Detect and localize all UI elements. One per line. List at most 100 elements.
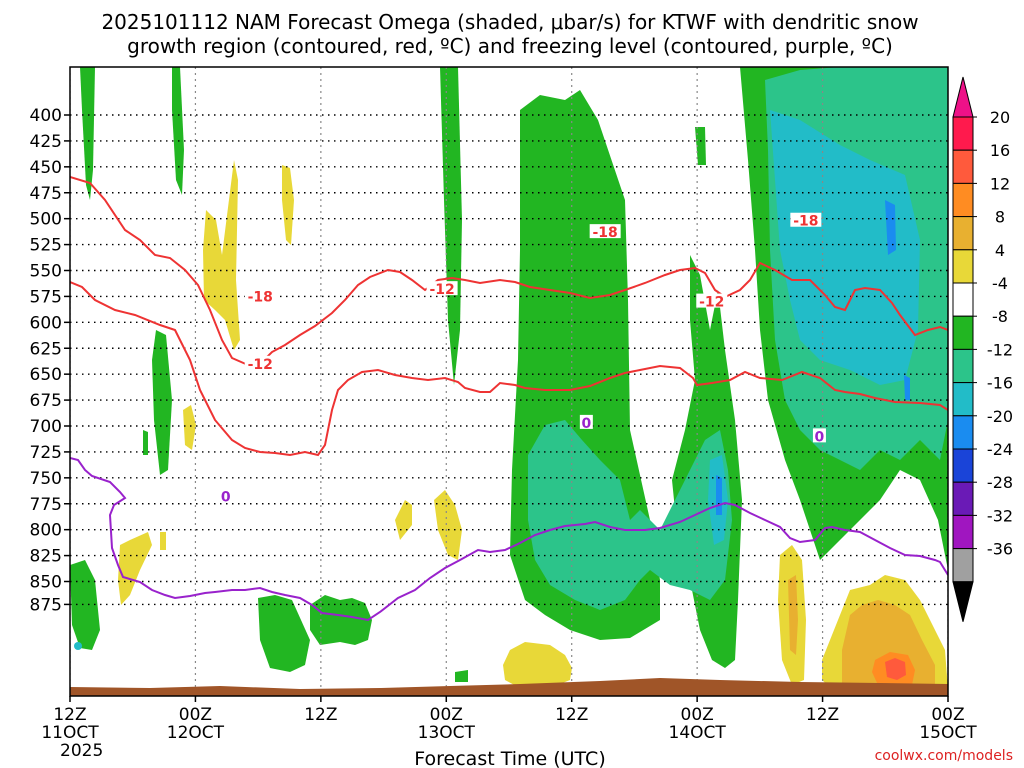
y-tick-label: 875	[30, 595, 62, 615]
x-tick-label: 12Z	[555, 705, 588, 725]
contour-label-bg	[790, 212, 822, 227]
omega-area-yellow	[183, 405, 196, 450]
omega-area-red-orange	[885, 658, 906, 680]
y-tick-label: 525	[30, 236, 62, 256]
colorbar-swatch	[952, 348, 974, 384]
omega-area-cyan	[770, 110, 920, 385]
x-tick-label: 12Z	[53, 705, 86, 725]
omega-area-green	[172, 67, 184, 195]
colorbar-swatch	[952, 216, 974, 251]
omega-area-green	[695, 127, 706, 165]
colorbar-swatch	[952, 382, 974, 417]
colorbar-swatch	[952, 116, 974, 151]
contour-label: -18	[593, 225, 618, 241]
colorbar-label: -16	[987, 374, 1013, 393]
grid	[70, 67, 948, 696]
y-tick-label: 475	[30, 184, 62, 204]
contour-label: -18	[248, 289, 273, 305]
colorbar-swatch	[952, 182, 974, 218]
contour-label-bg	[579, 414, 593, 429]
colorbar-label: -4	[992, 274, 1008, 293]
omega-area-yellow	[503, 642, 572, 688]
omega-area-green	[455, 670, 468, 682]
contour-labels: -18 -12 -12 -18 -12 -18 0 0 0	[219, 212, 826, 505]
colorbar-swatch	[952, 548, 974, 583]
x-tick-label: 00Z	[931, 705, 964, 725]
y-tick-label: 600	[30, 313, 62, 333]
credit-text: coolwx.com/models	[875, 748, 1013, 764]
contour-minus18-line	[70, 176, 948, 367]
omega-area-blue	[716, 475, 722, 515]
omega-area-green	[70, 560, 100, 650]
contour-label-bg	[244, 288, 276, 303]
colorbar-label: 4	[995, 241, 1005, 260]
omega-area-green	[143, 430, 148, 455]
colorbar-swatch	[952, 415, 974, 450]
contour-label-bg	[696, 293, 728, 308]
contour-label-bg	[812, 428, 826, 443]
contour-label: -12	[699, 295, 724, 311]
omega-area-teal	[528, 420, 732, 610]
colorbar-swatch	[952, 249, 974, 284]
y-tick-label: 575	[30, 287, 62, 307]
freezing-contours	[70, 457, 948, 622]
y-tick-label: 650	[30, 365, 62, 385]
colorbar-swatch	[952, 315, 974, 350]
dgz-contours	[70, 176, 948, 457]
y-tick-label: 800	[30, 521, 62, 541]
y-tick-label: 400	[30, 106, 62, 126]
chart-title-line1: 2025101112 NAM Forecast Omega (shaded, μ…	[101, 10, 918, 34]
contour-label-bg	[589, 224, 621, 239]
colorbar-label: 12	[990, 174, 1010, 193]
contour-minus12-line	[70, 281, 948, 457]
x-axis-label: Forecast Time (UTC)	[414, 748, 605, 768]
x-tick-date: 15OCT	[919, 723, 977, 743]
y-tick-label: 725	[30, 443, 62, 463]
y-tick-label: 775	[30, 495, 62, 515]
omega-area-green	[258, 595, 310, 672]
contour-label: -12	[429, 282, 454, 298]
colorbar-swatch	[952, 514, 974, 550]
colorbar-label: -20	[987, 407, 1013, 426]
colorbar-swatch	[952, 481, 974, 516]
x-tick-year: 2025	[60, 741, 103, 761]
contour-label: 0	[815, 429, 825, 445]
plot-frame	[69, 66, 949, 697]
x-tick-date: 13OCT	[418, 723, 476, 743]
omega-area-yellow	[434, 490, 462, 560]
omega-area-yellow	[282, 165, 294, 245]
contour-label-bg	[244, 355, 276, 370]
contour-label: -18	[793, 214, 818, 230]
colorbar-label: -36	[987, 540, 1013, 559]
colorbar-swatch	[952, 448, 974, 483]
colorbar-label: -8	[992, 307, 1008, 326]
contour-zero-line	[70, 457, 948, 622]
colorbar-label: 8	[995, 208, 1005, 227]
y-tick-label: 625	[30, 339, 62, 359]
contour-label: 0	[221, 489, 231, 505]
colorbar-label: -12	[987, 340, 1013, 359]
colorbar-label: -24	[987, 440, 1013, 459]
contour-label: 0	[581, 416, 591, 432]
omega-area-yellow	[118, 532, 152, 605]
omega-area-green	[310, 595, 372, 645]
colorbar-top-arrow	[952, 76, 974, 118]
colorbar-label: 20	[990, 108, 1010, 127]
y-tick-label: 700	[30, 417, 62, 437]
x-tick-label: 12Z	[304, 705, 337, 725]
y-tick-label: 425	[30, 132, 62, 152]
y-tick-label: 850	[30, 573, 62, 593]
omega-area-blue	[904, 375, 910, 400]
omega-area-green	[80, 67, 95, 200]
colorbar-swatch	[952, 282, 974, 317]
colorbar-label: 16	[990, 141, 1010, 160]
omega-area-gold	[788, 575, 798, 655]
omega-area-blue	[885, 200, 896, 255]
x-tick-label: 00Z	[430, 705, 463, 725]
x-tick-date: 12OCT	[167, 723, 225, 743]
contour-label: -12	[248, 357, 273, 373]
contour-label-bg	[426, 281, 458, 296]
colorbar-legend: 20 16 12 8 4 -4 -8 -12 -16 -20 -24 -28 -32 -36	[952, 76, 1013, 622]
